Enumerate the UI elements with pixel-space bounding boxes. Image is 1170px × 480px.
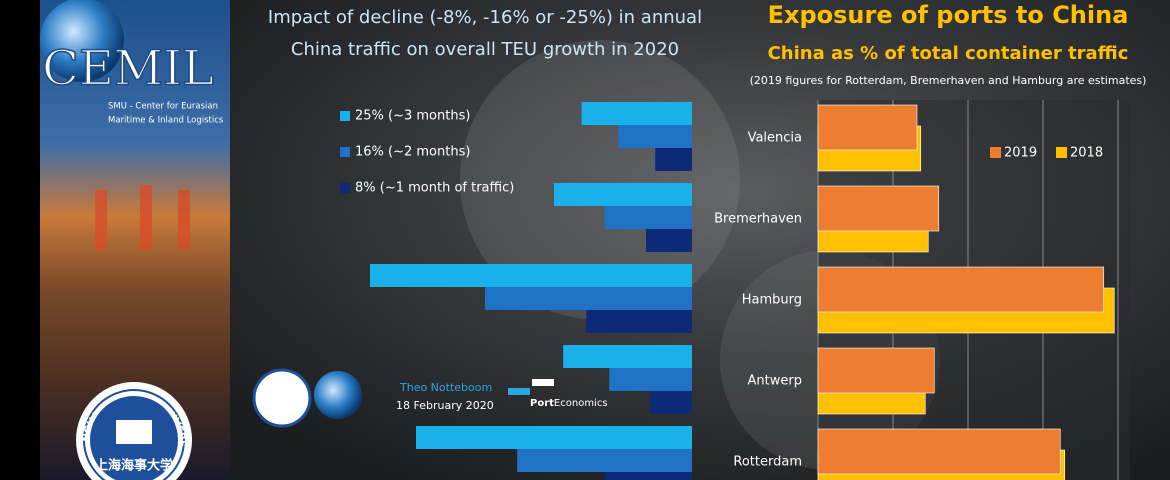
brand-mark	[508, 388, 530, 395]
bar	[646, 229, 692, 252]
legend-swatch	[340, 111, 350, 121]
logo-name: CEMIL	[42, 41, 214, 97]
bar	[485, 287, 692, 310]
bar	[650, 391, 692, 414]
y-tick-label: Hamburg	[742, 293, 802, 308]
left-title: Impact of decline (-8%, -16% or -25%) in…	[268, 7, 702, 28]
bar	[604, 206, 692, 229]
right-note: (2019 figures for Rotterdam, Bremerhaven…	[750, 74, 1147, 87]
brand: PortEconomics	[530, 398, 608, 409]
y-tick-label: Bremerhaven	[714, 212, 802, 227]
logo-globe	[40, 0, 124, 82]
legend-swatch	[340, 183, 350, 193]
bar	[618, 125, 692, 148]
bar	[586, 310, 692, 333]
legend-swatch	[990, 147, 1001, 158]
brand-mark	[532, 379, 554, 386]
bar	[370, 264, 692, 287]
university-chinese: 上海海事大学	[95, 458, 173, 474]
cemil-small	[314, 371, 362, 419]
brand-bold: Port	[530, 398, 554, 409]
seal-ship	[116, 420, 152, 444]
legend-swatch	[340, 147, 350, 157]
bar	[554, 183, 692, 206]
bar	[817, 266, 1105, 313]
legend-label: 2018	[1070, 146, 1103, 161]
bar	[604, 472, 692, 480]
bar	[563, 345, 692, 368]
bar	[517, 449, 692, 472]
logo-subtitle: Maritime & Inland Logistics	[108, 116, 224, 126]
seal-ring	[83, 389, 185, 480]
legend-label: 8% (~1 month of traffic)	[355, 181, 514, 196]
legend-label: 2019	[1004, 146, 1037, 161]
y-tick-label: Rotterdam	[733, 455, 802, 470]
legend-label: 16% (~2 months)	[355, 145, 470, 160]
credit-date: 18 February 2020	[396, 399, 494, 412]
cranes	[95, 185, 190, 250]
bar	[817, 428, 1061, 475]
legend-label: 25% (~3 months)	[355, 109, 470, 124]
bar	[609, 368, 692, 391]
credit-author: Theo Notteboom	[399, 381, 492, 394]
bar	[817, 104, 918, 151]
right-subtitle: China as % of total container traffic	[768, 43, 1129, 64]
legend-swatch	[1056, 147, 1067, 158]
bar	[416, 426, 692, 449]
bar	[581, 102, 692, 125]
left-title: China traffic on overall TEU growth in 2…	[291, 39, 679, 60]
bar	[817, 347, 935, 394]
logo-subtitle: SMU - Center for Eurasian	[108, 102, 218, 112]
seal-small	[252, 368, 312, 428]
y-tick-label: Antwerp	[748, 374, 802, 389]
bar	[817, 185, 940, 232]
brand-rest: Economics	[554, 398, 608, 409]
right-title: Exposure of ports to China	[768, 1, 1129, 29]
bar	[655, 148, 692, 171]
y-tick-label: Valencia	[748, 131, 802, 146]
